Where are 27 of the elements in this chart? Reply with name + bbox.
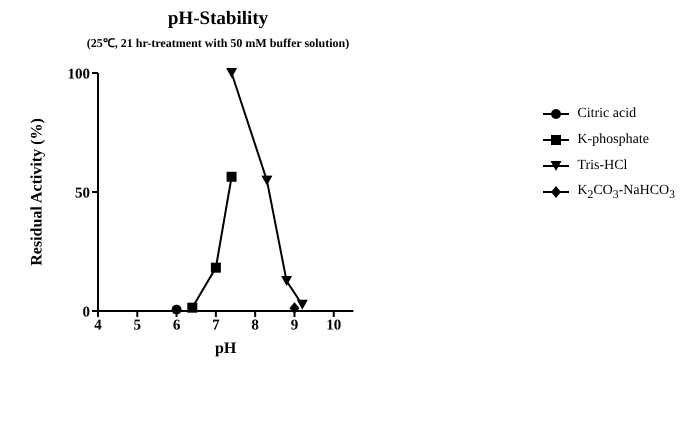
y-axis-title: Residual Activity (%) — [28, 118, 46, 266]
x-tick-label: 8 — [251, 318, 259, 334]
point — [172, 304, 182, 315]
x-tick-label: 4 — [94, 318, 102, 334]
y-tick-label: 50 — [75, 185, 90, 202]
legend-label: K-phosphate — [577, 132, 649, 148]
x-axis-title: pH — [215, 340, 237, 357]
chart-title: pH-Stability — [166, 8, 270, 30]
point — [289, 302, 300, 314]
point — [281, 276, 292, 286]
x-tick-label: 10 — [326, 318, 342, 334]
legend-label: Tris-HCl — [577, 158, 628, 174]
x-tick-label: 6 — [172, 318, 181, 334]
point — [226, 68, 238, 78]
point — [226, 172, 237, 182]
x-tick-label: 5 — [134, 318, 142, 334]
y-tick-label: 0 — [82, 304, 90, 320]
x-tick-label: 7 — [212, 318, 220, 334]
y-tick-label: 100 — [68, 66, 90, 82]
point — [187, 302, 198, 313]
legend-label: Citric acid — [577, 106, 636, 122]
point — [261, 176, 272, 186]
point — [296, 300, 308, 310]
x-tick-label: 9 — [290, 318, 298, 334]
chart-subtitle: (25℃, 21 hr-treatment with 50 mM buffer solution) — [86, 35, 350, 51]
point — [210, 262, 221, 273]
legend-label: K$_{2}$CO$_{3}$-NaHCO$_{3}$ — [577, 183, 675, 201]
